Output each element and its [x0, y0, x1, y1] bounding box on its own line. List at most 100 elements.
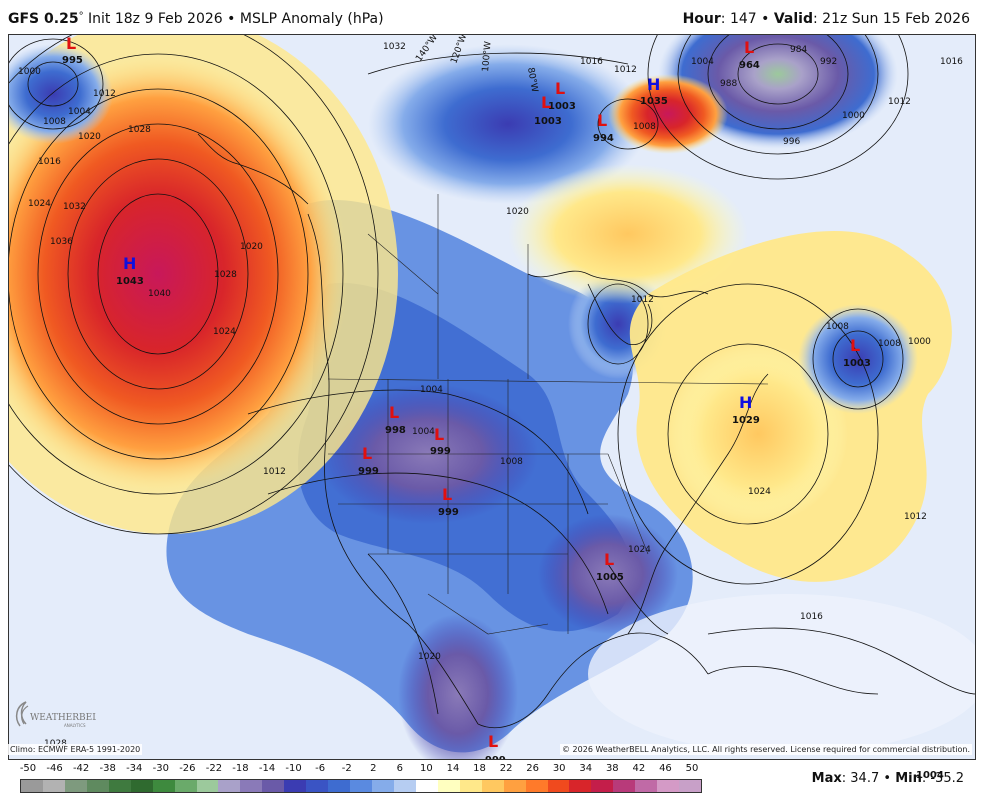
svg-text:995: 995 [62, 55, 83, 66]
lon-label: 80°W [525, 67, 539, 93]
isobar-label: 1024 [748, 487, 771, 497]
colorbar-tick-label: -14 [258, 763, 276, 774]
isobar-label: 1008 [500, 457, 523, 467]
max-label: Max [811, 771, 842, 786]
colorbar-swatch [218, 780, 241, 792]
header-bar: GFS 0.25° Init 18z 9 Feb 2026 • MSLP Ano… [0, 0, 984, 34]
min-label: Min [895, 771, 922, 786]
svg-text:L: L [434, 425, 444, 444]
colorbar-swatch [174, 780, 197, 792]
valid-label: Valid [773, 11, 813, 27]
isobar-label: 1024 [28, 199, 51, 209]
isobar-label: 1016 [580, 57, 603, 67]
colorbar-swatch [350, 780, 372, 792]
separator: • [227, 11, 236, 27]
colorbar-swatch [21, 780, 43, 792]
colorbar-tick-label: -30 [152, 763, 169, 774]
colorbar-tick-label: 42 [632, 763, 646, 774]
isobars [8, 34, 976, 715]
anomaly-atlantic-high-core [668, 344, 848, 524]
svg-text:1035: 1035 [640, 96, 668, 107]
colorbar-swatch [130, 780, 153, 792]
svg-text:999: 999 [485, 755, 506, 760]
isobar-label: 1028 [214, 270, 237, 280]
colorbar-tick-label: 30 [552, 763, 566, 774]
svg-text:1003: 1003 [548, 101, 576, 112]
colorbar-swatch [679, 780, 702, 792]
isobar-label: 1000 [908, 337, 931, 347]
colorbar-swatch [437, 780, 460, 792]
colorbar-tick-label: 34 [579, 763, 593, 774]
init-time: Init 18z 9 Feb 2026 [88, 11, 223, 27]
svg-text:L: L [604, 550, 614, 569]
colorbar-swatch [240, 780, 263, 792]
low-center: L 1003 [843, 336, 871, 369]
isobar-label: 1016 [940, 57, 963, 67]
svg-text:H: H [123, 254, 136, 273]
svg-text:1003: 1003 [534, 116, 562, 127]
colorbar-tick-label: 22 [499, 763, 513, 774]
isobar-label: 1020 [78, 132, 101, 142]
colorbar-swatch [591, 780, 614, 792]
anomaly-caribbean [588, 594, 976, 754]
colorbar-tick-label: 10 [420, 763, 433, 774]
colorbar-swatch [415, 780, 438, 792]
colorbar-swatch [459, 780, 482, 792]
isobar-label: 1024 [628, 545, 651, 555]
colorbar-swatch [284, 780, 307, 792]
isobar-label: 1020 [506, 207, 529, 217]
anomaly-pacific-high [8, 54, 348, 494]
svg-text:L: L [66, 34, 76, 53]
anomaly-greenland-high [608, 74, 728, 154]
svg-text:ANALYTICS: ANALYTICS [64, 723, 86, 728]
svg-text:L: L [362, 444, 372, 463]
isobar-label: 984 [790, 45, 807, 55]
isobar-label: 1012 [614, 65, 637, 75]
colorbar-tick-label: -38 [99, 763, 116, 774]
svg-text:1029: 1029 [732, 415, 760, 426]
isobar-label: 988 [720, 79, 737, 89]
separator: • [883, 771, 892, 786]
degree-symbol: ° [78, 11, 84, 22]
colorbar: -50 -46 -42 -38 -34 -30 -26 -22 -18 -14 -10 -6 -2 2 6 1… [20, 763, 702, 799]
svg-text:L: L [442, 485, 452, 504]
isobar-label: 1012 [904, 512, 927, 522]
colorbar-swatch [64, 780, 87, 792]
isobar-label: 1008 [826, 322, 849, 332]
svg-text:L: L [488, 732, 498, 751]
isobar-label: 1032 [63, 202, 86, 212]
isobar-label: 1000 [842, 111, 865, 121]
min-value: : -35.2 [921, 771, 964, 786]
title-right: Hour: 147 • Valid: 21z Sun 15 Feb 2026 [683, 11, 970, 27]
anomaly-atlantic-low [798, 304, 918, 414]
colorbar-swatch [525, 780, 548, 792]
colorbar-tick-label: 18 [473, 763, 486, 774]
svg-text:1043: 1043 [116, 276, 144, 287]
svg-text:994: 994 [593, 133, 614, 144]
svg-text:999: 999 [438, 507, 459, 518]
colorbar-tick-label: 14 [446, 763, 460, 774]
colorbar-swatch [393, 780, 416, 792]
colorbar-swatch [42, 780, 65, 792]
isobar-label: 1008 [633, 122, 656, 132]
colorbar-swatch [262, 780, 285, 792]
isobar-label: 1012 [93, 89, 116, 99]
colorbar-tick-label: -34 [126, 763, 143, 774]
colorbar-tick-label: -10 [285, 763, 302, 774]
colorbar-swatch [657, 780, 680, 792]
climo-note: Climo: ECMWF ERA-5 1991-2020 [8, 744, 143, 755]
max-min-stats: Max: 34.7 • Min: -35.2 [812, 771, 964, 786]
colorbar-swatch [108, 780, 131, 792]
colorbar-swatch [481, 780, 504, 792]
isobar-label: 1024 [213, 327, 236, 337]
isobar-label: 1040 [148, 289, 171, 299]
isobar-label: 992 [820, 57, 837, 67]
isobar-label: 1028 [128, 125, 151, 135]
colorbar-tick-label: -18 [232, 763, 249, 774]
isobar-label: 1000 [18, 67, 41, 77]
isobar-label: 1016 [800, 612, 823, 622]
coastlines [197, 133, 879, 729]
colorbar-tick-label: -2 [341, 763, 352, 774]
isobar-label: 1012 [263, 467, 286, 477]
